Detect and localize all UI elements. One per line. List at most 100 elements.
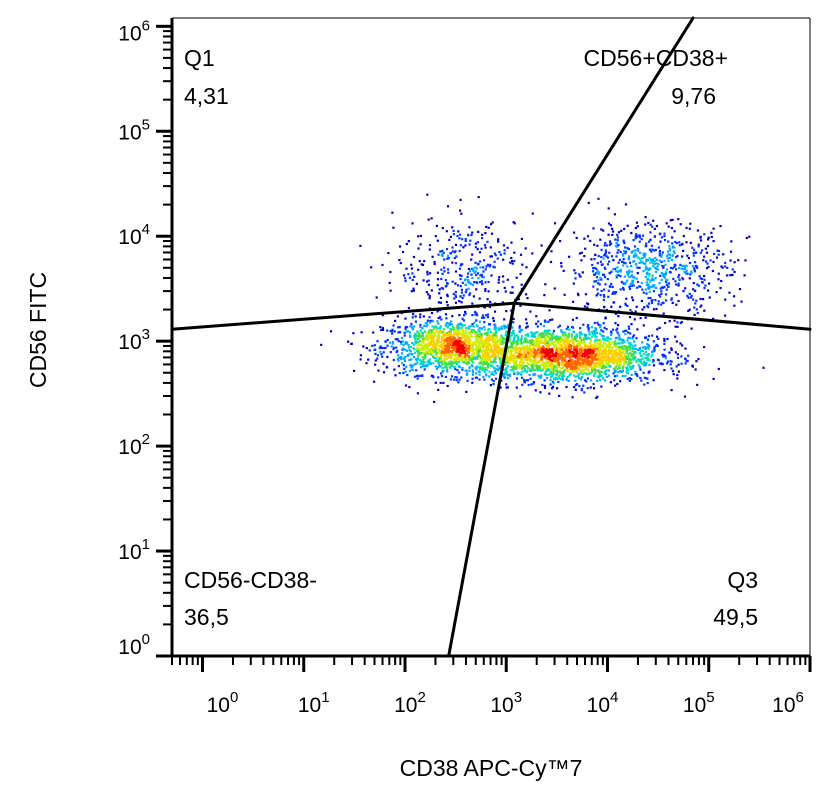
event-dot <box>424 330 427 333</box>
event-dot <box>547 348 550 351</box>
event-dot <box>661 353 664 356</box>
event-dot <box>440 375 444 378</box>
event-dot <box>594 253 597 257</box>
event-dot <box>531 367 534 370</box>
event-dot <box>460 338 463 341</box>
event-dot <box>719 225 722 228</box>
event-dot <box>552 336 555 339</box>
event-dot <box>600 248 603 251</box>
event-dot <box>488 323 491 326</box>
event-dot <box>514 367 517 371</box>
event-dot <box>603 372 606 375</box>
event-dot <box>431 336 434 339</box>
event-dot <box>412 287 415 290</box>
event-dot <box>588 332 591 335</box>
event-dot <box>586 306 589 309</box>
event-dot <box>644 316 647 319</box>
event-dot <box>605 345 608 348</box>
event-dot <box>555 373 558 376</box>
event-dot <box>618 338 621 341</box>
event-dot <box>486 336 489 339</box>
event-dot <box>410 368 413 371</box>
event-dot <box>573 355 576 358</box>
event-dot <box>712 240 715 243</box>
event-dot <box>470 359 473 362</box>
event-dot <box>521 362 524 365</box>
event-dot <box>446 346 449 349</box>
event-dot <box>651 225 654 228</box>
event-dot <box>534 356 537 359</box>
event-dot <box>628 377 631 380</box>
event-dot <box>571 353 574 356</box>
event-dot <box>610 242 613 245</box>
event-dot <box>515 360 518 363</box>
event-dot <box>475 337 479 340</box>
event-dot <box>663 259 666 263</box>
event-dot <box>630 366 633 369</box>
event-dot <box>607 233 610 236</box>
event-dot <box>463 324 466 327</box>
event-dot <box>380 328 383 332</box>
event-dot <box>666 362 669 365</box>
event-dot <box>511 350 514 353</box>
event-dot <box>673 246 676 249</box>
event-dot <box>477 196 480 199</box>
event-dot <box>584 335 587 338</box>
event-dot <box>412 347 415 350</box>
event-dot <box>392 359 395 362</box>
event-dot <box>511 342 514 346</box>
event-dot <box>461 238 464 241</box>
event-dot <box>636 235 639 239</box>
event-dot <box>572 343 575 346</box>
event-dot <box>642 270 645 273</box>
event-dot <box>575 363 578 366</box>
event-dot <box>675 268 678 271</box>
event-dot <box>502 280 505 283</box>
event-dot <box>584 367 587 370</box>
event-dot <box>651 275 654 278</box>
event-dot <box>505 310 508 313</box>
event-dot <box>409 335 412 338</box>
event-dot <box>456 344 459 347</box>
event-dot <box>579 354 582 357</box>
event-dot <box>607 289 610 292</box>
event-dot <box>683 271 686 274</box>
event-dot <box>531 252 534 255</box>
event-dot <box>543 367 546 370</box>
event-dot <box>607 351 610 355</box>
event-dot <box>630 270 633 273</box>
event-dot <box>616 236 619 239</box>
event-dot <box>504 290 507 293</box>
event-dot <box>452 229 455 232</box>
event-dot <box>531 212 534 215</box>
event-dot <box>368 349 371 352</box>
event-dot <box>391 328 394 331</box>
event-dot <box>379 345 382 348</box>
event-dot <box>430 329 434 332</box>
event-dot <box>699 297 702 301</box>
event-dot <box>616 342 619 345</box>
event-dot <box>575 236 578 240</box>
event-dot <box>491 332 494 335</box>
event-dot <box>471 314 474 317</box>
event-dot <box>402 347 405 350</box>
event-dot <box>568 358 572 361</box>
event-dot <box>628 276 631 279</box>
event-dot <box>523 366 526 369</box>
event-dot <box>685 269 688 272</box>
event-dot <box>461 281 464 284</box>
event-dot <box>683 357 687 360</box>
event-dot <box>464 291 467 294</box>
event-dot <box>559 240 562 243</box>
event-dot <box>671 242 674 245</box>
event-dot <box>534 389 537 392</box>
event-dot <box>603 244 606 247</box>
event-dot <box>453 378 456 381</box>
event-dot <box>431 320 434 323</box>
event-dot <box>584 247 587 250</box>
event-dot <box>545 332 548 335</box>
event-dot <box>483 378 486 381</box>
event-dot <box>634 235 637 238</box>
event-dot <box>717 272 720 275</box>
event-dot <box>565 352 568 355</box>
